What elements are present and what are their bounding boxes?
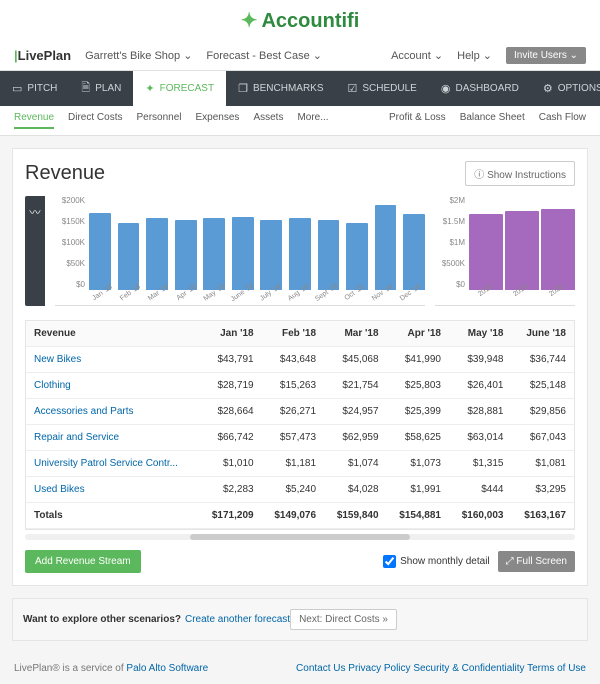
options-icon: ⚙ [543, 82, 553, 95]
subnav-assets[interactable]: Assets [253, 112, 283, 129]
footer-link-contact-us[interactable]: Contact Us [296, 663, 345, 674]
table-row: Used Bikes$2,283$5,240$4,028$1,991$444$3… [26, 477, 574, 503]
chart-bar [175, 220, 197, 290]
content-panel: Revenue ⓘ Show Instructions 〰 $200K$150K… [12, 148, 588, 586]
revenue-item-link[interactable]: Clothing [34, 380, 71, 391]
subnav-direct-costs[interactable]: Direct Costs [68, 112, 122, 129]
nav-tab-benchmarks[interactable]: ❐BENCHMARKS [226, 71, 335, 106]
subnav-personnel[interactable]: Personnel [136, 112, 181, 129]
top-brand: ✦Accountifi [0, 0, 600, 41]
footer: LivePlan® is a service of Palo Alto Soft… [0, 653, 600, 684]
nav-tab-forecast[interactable]: ✦FORECAST [133, 71, 226, 106]
sub-nav: Revenue Direct Costs Personnel Expenses Asse… [0, 106, 600, 136]
chart-bar [541, 209, 575, 290]
totals-row: Totals$171,209$149,076$159,840$154,881$1… [26, 503, 574, 529]
charts-row: 〰 $200K$150K$100K$50K$0 Jan '18Feb '18Ma… [25, 196, 575, 306]
subnav-cash-flow[interactable]: Cash Flow [539, 112, 586, 129]
fullscreen-button[interactable]: ⤢ Full Screen [498, 551, 575, 572]
table-row: University Patrol Service Contr...$1,010… [26, 451, 574, 477]
monthly-chart: $200K$150K$100K$50K$0 Jan '18Feb '18Mar … [55, 196, 425, 306]
chart-bar [232, 217, 254, 290]
account-dropdown[interactable]: Account ⌄ [391, 49, 443, 62]
monthly-detail-checkbox[interactable]: Show monthly detail [383, 555, 490, 568]
chart-side-toggle[interactable]: 〰 [25, 196, 45, 306]
revenue-item-link[interactable]: Accessories and Parts [34, 406, 134, 417]
dashboard-icon: ◉ [441, 82, 451, 95]
chart-bar [146, 218, 168, 290]
page-title: Revenue [25, 162, 105, 185]
plan-icon: 🗎 [81, 79, 90, 98]
benchmarks-icon: ❐ [238, 82, 248, 95]
create-forecast-link[interactable]: Create another forecast [185, 614, 290, 625]
help-dropdown[interactable]: Help ⌄ [457, 49, 492, 62]
header-bar: |LivePlan Garrett's Bike Shop ⌄ Forecast… [0, 41, 600, 71]
revenue-table: RevenueJan '18Feb '18Mar '18Apr '18May '… [26, 321, 574, 529]
revenue-item-link[interactable]: Used Bikes [34, 484, 85, 495]
chart-bar [118, 223, 140, 290]
subnav-more-[interactable]: More... [297, 112, 328, 129]
nav-tab-options[interactable]: ⚙OPTIONS [531, 71, 600, 106]
next-button[interactable]: Next: Direct Costs » [290, 609, 397, 630]
table-row: Clothing$28,719$15,263$21,754$25,803$26,… [26, 373, 574, 399]
palo-alto-link[interactable]: Palo Alto Software [126, 663, 208, 674]
revenue-item-link[interactable]: New Bikes [34, 354, 81, 365]
table-row: Accessories and Parts$28,664$26,271$24,9… [26, 399, 574, 425]
forecast-dropdown[interactable]: Forecast - Best Case ⌄ [206, 49, 322, 62]
footer-link-terms-of-use[interactable]: Terms of Use [527, 663, 586, 674]
chart-bar [403, 214, 425, 291]
nav-tab-pitch[interactable]: ▭PITCH [0, 71, 69, 106]
company-dropdown[interactable]: Garrett's Bike Shop ⌄ [85, 49, 192, 62]
main-nav: ▭PITCH🗎PLAN✦FORECAST❐BENCHMARKS☑SCHEDULE… [0, 71, 600, 106]
yearly-chart: $2M$1.5M$1M$500K$0 201820192020 [435, 196, 575, 306]
subnav-expenses[interactable]: Expenses [196, 112, 240, 129]
schedule-icon: ☑ [348, 82, 358, 95]
footer-link-security-confidentiality[interactable]: Security & Confidentiality [413, 663, 524, 674]
chart-bar [89, 213, 111, 290]
liveplan-logo: |LivePlan [14, 48, 71, 63]
invite-users-button[interactable]: Invite Users ⌄ [506, 47, 586, 64]
table-row: New Bikes$43,791$43,648$45,068$41,990$39… [26, 347, 574, 373]
chart-bar [260, 220, 282, 290]
brand-icon: ✦ [241, 10, 258, 32]
revenue-item-link[interactable]: Repair and Service [34, 432, 119, 443]
pitch-icon: ▭ [12, 82, 22, 95]
nav-tab-schedule[interactable]: ☑SCHEDULE [336, 71, 429, 106]
subnav-balance-sheet[interactable]: Balance Sheet [460, 112, 525, 129]
table-scrollbar[interactable] [25, 534, 575, 540]
chart-bar [318, 220, 340, 290]
explore-bar: Want to explore other scenarios?Create a… [12, 598, 588, 641]
subnav-revenue[interactable]: Revenue [14, 112, 54, 129]
nav-tab-plan[interactable]: 🗎PLAN [69, 71, 133, 106]
table-row: Repair and Service$66,742$57,473$62,959$… [26, 425, 574, 451]
add-revenue-button[interactable]: Add Revenue Stream [25, 550, 141, 573]
chart-bar [289, 218, 311, 290]
show-instructions-button[interactable]: ⓘ Show Instructions [465, 161, 575, 186]
chart-bar [375, 205, 397, 291]
chart-bar [203, 218, 225, 290]
revenue-table-wrap: RevenueJan '18Feb '18Mar '18Apr '18May '… [25, 320, 575, 530]
nav-tab-dashboard[interactable]: ◉DASHBOARD [429, 71, 531, 106]
chart-bar [346, 223, 368, 290]
brand-name: Accountifi [261, 10, 359, 32]
forecast-icon: ✦ [145, 82, 154, 95]
revenue-item-link[interactable]: University Patrol Service Contr... [34, 458, 178, 469]
footer-link-privacy-policy[interactable]: Privacy Policy [348, 663, 410, 674]
subnav-profit-loss[interactable]: Profit & Loss [389, 112, 446, 129]
